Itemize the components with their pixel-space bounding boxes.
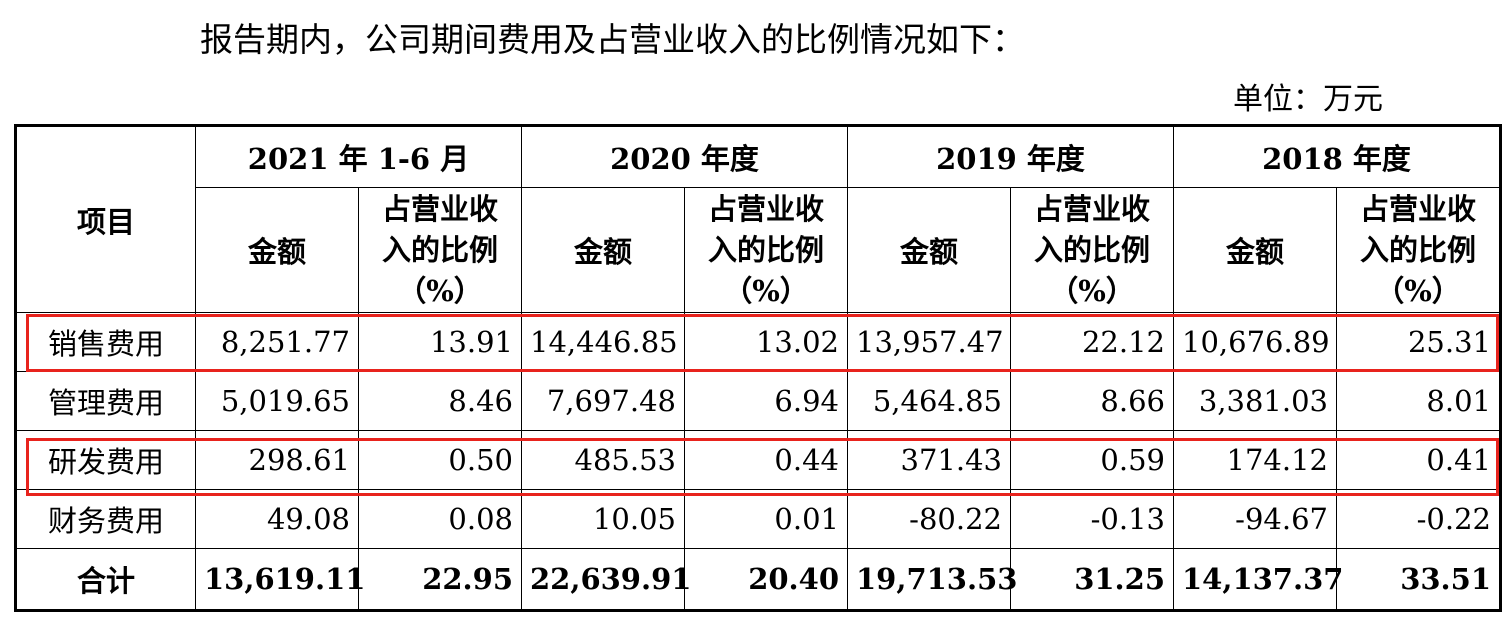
amount-cell: 10,676.89 (1173, 312, 1337, 372)
amount-cell: 13,619.11 (195, 548, 365, 611)
unit-label: 单位：万元 (1233, 82, 1383, 117)
ratio-cell: 25.31 (1336, 312, 1501, 372)
item-header: 项目 (15, 125, 196, 313)
amount-cell: 13,957.47 (847, 312, 1011, 372)
ratio-cell: 0.41 (1336, 430, 1501, 490)
header-row-periods: 项目 2021 年 1-6 月 2020 年度 2019 年度 2018 年度 (15, 125, 1501, 313)
amount-cell: 5,464.85 (847, 371, 1011, 431)
ratio-cell: 22.95 (358, 548, 522, 611)
ratio-header-line: 入的比例 (381, 232, 498, 267)
amount-cell: 298.61 (195, 430, 359, 490)
ratio-cell: 33.51 (1336, 548, 1501, 611)
table-row-finance-expense: 财务费用 49.08 0.08 10.05 0.01 -80.22 -0.13 … (15, 489, 1501, 549)
ratio-cell: 22.12 (1010, 312, 1174, 372)
ratio-header: 占营业收 入的比例 （%） (684, 187, 848, 313)
table-row-sales-expense: 销售费用 8,251.77 13.91 14,446.85 13.02 13,9… (15, 312, 1501, 372)
ratio-header-line: 占营业收 (1359, 191, 1476, 226)
ratio-header-line: （%） (1049, 273, 1135, 308)
period-header: 2021 年 1-6 月 (195, 125, 522, 188)
expense-table: 项目 2021 年 1-6 月 2020 年度 2019 年度 2018 年度 … (14, 124, 1502, 612)
ratio-cell: 0.50 (358, 430, 522, 490)
ratio-cell: 13.02 (684, 312, 848, 372)
ratio-cell: 8.66 (1010, 371, 1174, 431)
ratio-cell: 8.46 (358, 371, 522, 431)
ratio-header-line: （%） (723, 273, 809, 308)
amount-cell: 14,446.85 (521, 312, 685, 372)
ratio-cell: 8.01 (1336, 371, 1501, 431)
amount-cell: 485.53 (521, 430, 685, 490)
ratio-cell: 31.25 (1010, 548, 1174, 611)
amount-header: 金额 (195, 187, 359, 313)
amount-header: 金额 (1173, 187, 1337, 313)
ratio-header-line: （%） (1375, 273, 1461, 308)
row-label: 合计 (15, 548, 196, 611)
amount-header: 金额 (521, 187, 685, 313)
amount-cell: 174.12 (1173, 430, 1337, 490)
row-label: 销售费用 (15, 312, 196, 372)
ratio-cell: 0.44 (684, 430, 848, 490)
ratio-cell: -0.22 (1336, 489, 1501, 549)
amount-header: 金额 (847, 187, 1011, 313)
amount-cell: 371.43 (847, 430, 1011, 490)
ratio-cell: 20.40 (684, 548, 848, 611)
ratio-header-line: 入的比例 (1359, 232, 1476, 267)
amount-cell: 7,697.48 (521, 371, 685, 431)
ratio-cell: 6.94 (684, 371, 848, 431)
amount-cell: 22,639.91 (521, 548, 691, 611)
table-row-rd-expense: 研发费用 298.61 0.50 485.53 0.44 371.43 0.59… (15, 430, 1501, 490)
ratio-cell: -0.13 (1010, 489, 1174, 549)
ratio-header: 占营业收 入的比例 （%） (358, 187, 522, 313)
amount-cell: 3,381.03 (1173, 371, 1337, 431)
ratio-cell: 13.91 (358, 312, 522, 372)
intro-text: 报告期内，公司期间费用及占营业收入的比例情况如下： (200, 20, 1025, 59)
ratio-cell: 0.59 (1010, 430, 1174, 490)
ratio-header-line: 占营业收 (1033, 191, 1150, 226)
row-label: 管理费用 (15, 371, 196, 431)
row-label: 财务费用 (15, 489, 196, 549)
amount-cell: -80.22 (847, 489, 1011, 549)
ratio-header-line: 入的比例 (707, 232, 824, 267)
amount-cell: -94.67 (1173, 489, 1337, 549)
amount-cell: 5,019.65 (195, 371, 359, 431)
amount-cell: 19,713.53 (847, 548, 1017, 611)
ratio-header-line: 占营业收 (707, 191, 824, 226)
ratio-header-line: （%） (397, 273, 483, 308)
ratio-header: 占营业收 入的比例 （%） (1010, 187, 1174, 313)
period-header: 2019 年度 (847, 125, 1174, 188)
amount-cell: 49.08 (195, 489, 359, 549)
ratio-header-line: 入的比例 (1033, 232, 1150, 267)
ratio-header-line: 占营业收 (381, 191, 498, 226)
table-row-admin-expense: 管理费用 5,019.65 8.46 7,697.48 6.94 5,464.8… (15, 371, 1501, 431)
amount-cell: 10.05 (521, 489, 685, 549)
header-row-metrics: 金额 占营业收 入的比例 （%） 金额 占营业收 入的比例 （%） 金额 占营业… (16, 187, 1501, 313)
ratio-cell: 0.08 (358, 489, 522, 549)
period-header: 2020 年度 (521, 125, 848, 188)
period-header: 2018 年度 (1173, 125, 1501, 188)
amount-cell: 14,137.37 (1173, 548, 1343, 611)
table-row-total: 合计 13,619.11 22.95 22,639.91 20.40 19,71… (15, 548, 1501, 611)
amount-cell: 8,251.77 (195, 312, 359, 372)
ratio-header: 占营业收 入的比例 （%） (1336, 187, 1501, 313)
row-label: 研发费用 (15, 430, 196, 490)
ratio-cell: 0.01 (684, 489, 848, 549)
